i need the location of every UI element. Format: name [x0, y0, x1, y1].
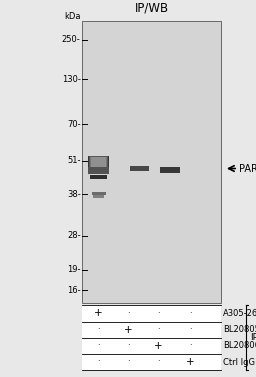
- Text: ·: ·: [157, 358, 159, 366]
- Text: 250-: 250-: [62, 35, 81, 44]
- Text: ·: ·: [189, 309, 191, 318]
- Text: BL20806: BL20806: [223, 342, 256, 350]
- Text: A305-267A: A305-267A: [223, 309, 256, 318]
- Text: PARVA: PARVA: [239, 164, 256, 173]
- Text: IP: IP: [250, 333, 256, 342]
- Text: ·: ·: [157, 309, 159, 318]
- Bar: [91, 157, 106, 169]
- Bar: [82, 21, 221, 303]
- Bar: [89, 156, 109, 170]
- Text: ·: ·: [189, 342, 191, 350]
- Bar: [90, 175, 107, 179]
- Text: ·: ·: [157, 325, 159, 334]
- Text: 70-: 70-: [67, 120, 81, 129]
- Bar: [92, 192, 105, 195]
- Text: 130-: 130-: [62, 75, 81, 84]
- Text: ·: ·: [127, 309, 129, 318]
- Text: +: +: [154, 341, 163, 351]
- Text: +: +: [186, 357, 194, 367]
- Text: 19-: 19-: [67, 265, 81, 274]
- Text: ·: ·: [97, 342, 100, 350]
- Bar: [93, 195, 104, 198]
- Text: +: +: [124, 325, 132, 335]
- Text: 16-: 16-: [67, 286, 81, 295]
- Text: Ctrl IgG: Ctrl IgG: [223, 358, 255, 366]
- Text: 28-: 28-: [67, 231, 81, 240]
- Text: +: +: [94, 308, 103, 319]
- Bar: [82, 305, 221, 370]
- Bar: [130, 166, 149, 171]
- Text: 38-: 38-: [67, 190, 81, 199]
- Text: ·: ·: [97, 325, 100, 334]
- Bar: [89, 156, 108, 169]
- Text: kDa: kDa: [64, 12, 81, 21]
- Text: ·: ·: [97, 358, 100, 366]
- Bar: [88, 167, 109, 174]
- Text: ·: ·: [189, 325, 191, 334]
- Text: BL20805: BL20805: [223, 325, 256, 334]
- Text: IP/WB: IP/WB: [135, 1, 169, 14]
- Text: ·: ·: [127, 358, 129, 366]
- Bar: [90, 157, 107, 169]
- Bar: [88, 156, 110, 170]
- Text: ·: ·: [127, 342, 129, 350]
- Text: 51-: 51-: [67, 156, 81, 166]
- Bar: [160, 167, 180, 173]
